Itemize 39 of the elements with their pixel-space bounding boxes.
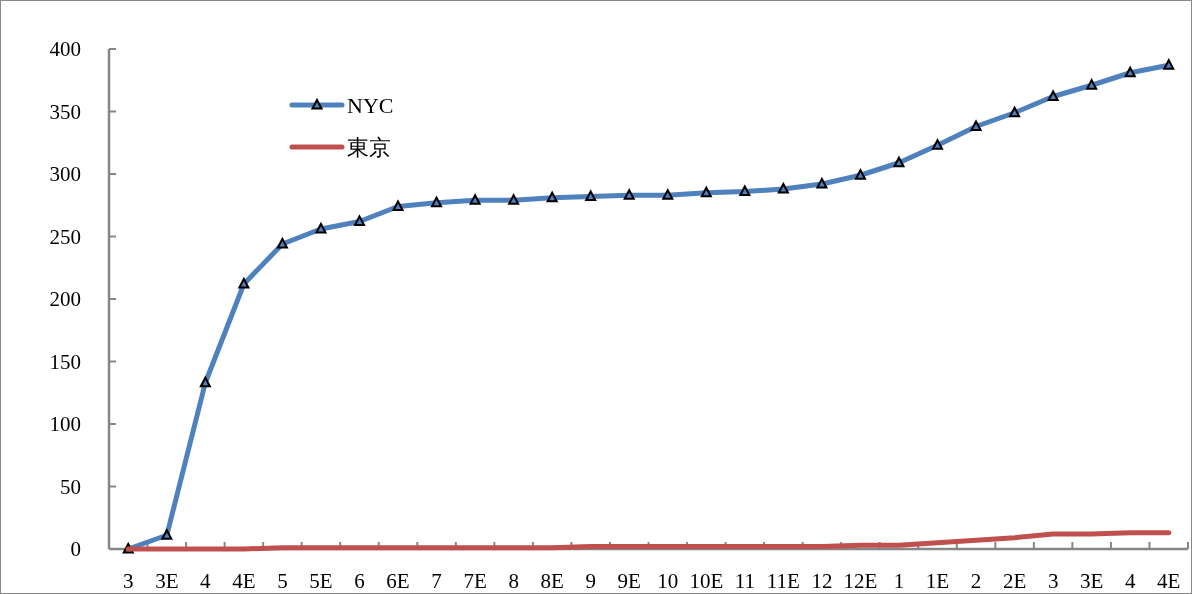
x-tick-label: 9E	[617, 569, 641, 593]
x-tick-label: 10E	[689, 569, 724, 593]
x-tick-label: 4	[1124, 569, 1136, 593]
x-tick-label: 6	[354, 569, 365, 593]
x-tick-label: 4E	[1157, 569, 1181, 593]
y-tick-label: 300	[49, 162, 81, 186]
legend-label: NYC	[347, 93, 394, 118]
x-tick-label: 8	[508, 569, 519, 593]
x-tick-label: 1	[893, 569, 905, 593]
x-tick-label: 11E	[766, 569, 800, 593]
x-tick-label: 5E	[309, 569, 333, 593]
x-tick-label: 3E	[1080, 569, 1104, 593]
y-tick-label: 250	[49, 224, 81, 249]
x-tick-label: 8E	[540, 569, 564, 593]
y-tick-label: 200	[49, 287, 81, 311]
x-tick-label: 3E	[155, 569, 179, 593]
x-tick-label: 2E	[1002, 569, 1027, 593]
x-tick-label: 11	[734, 569, 755, 593]
y-tick-label: 350	[49, 99, 81, 124]
x-tick-label: 4E	[232, 569, 256, 593]
y-tick-label: 0	[70, 537, 81, 561]
legend-label: 東京	[347, 135, 391, 160]
x-tick-label: 7E	[463, 569, 487, 593]
y-tick-label: 50	[60, 474, 81, 499]
x-tick-label: 5	[277, 569, 288, 593]
x-tick-label: 12E	[843, 569, 878, 593]
x-tick-label: 9	[585, 569, 596, 593]
x-tick-label: 3	[123, 569, 134, 593]
y-tick-label: 100	[49, 412, 81, 436]
x-tick-label: 4	[200, 569, 212, 593]
x-tick-label: 2	[970, 569, 982, 593]
x-tick-label: 3	[1047, 569, 1059, 593]
x-tick-label: 12	[811, 569, 833, 593]
x-tick-label: 10	[657, 569, 679, 593]
x-tick-label: 7	[431, 569, 442, 593]
x-tick-label: 1E	[925, 569, 950, 593]
x-tick-label: 6E	[386, 569, 410, 593]
y-tick-label: 400	[49, 37, 81, 61]
y-tick-label: 150	[49, 349, 81, 374]
